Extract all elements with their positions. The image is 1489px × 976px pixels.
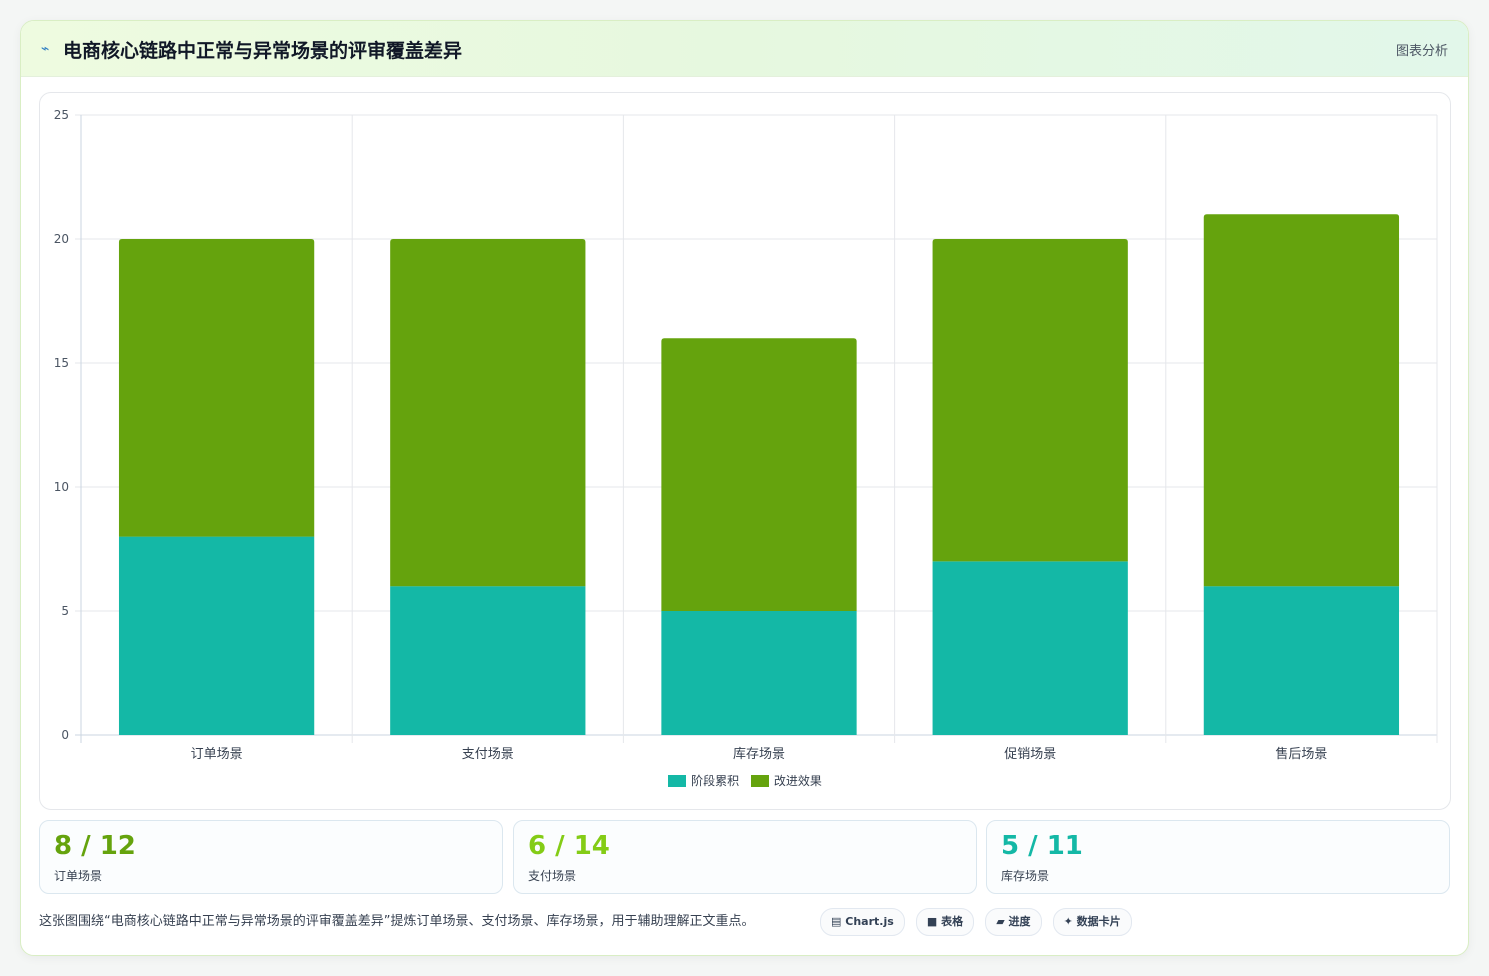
legend-swatch xyxy=(750,775,769,787)
stat-label: 支付场景 xyxy=(528,869,577,883)
y-tick-label: 0 xyxy=(61,728,69,742)
bar-segment-2 xyxy=(1203,214,1400,587)
y-tick-label: 10 xyxy=(54,480,69,494)
chart-card: ⌁ 电商核心链路中正常与异常场景的评审覆盖差异 图表分析 0 5 10 15 20 25 订… xyxy=(20,20,1469,956)
stat-label: 订单场景 xyxy=(54,869,103,883)
chip-chartjs[interactable]: ▤ Chart.js xyxy=(820,908,905,936)
chip-label: 数据卡片 xyxy=(1076,915,1121,928)
page-title: 电商核心链路中正常与异常场景的评审覆盖差异 xyxy=(63,40,463,62)
x-tick-label: 订单场景 xyxy=(191,747,243,762)
bar-segment-2 xyxy=(661,338,857,611)
y-tick-label: 25 xyxy=(54,108,69,122)
bar-segment-1 xyxy=(661,611,857,735)
bar-segment-2 xyxy=(932,239,1128,562)
x-tick-label: 售后场景 xyxy=(1275,746,1327,762)
legend-label: 改进效果 xyxy=(773,774,822,788)
chip-data-cards[interactable]: ✦ 数据卡片 xyxy=(1052,908,1132,936)
chart-caption: 这张图围绕“电商核心链路中正常与异常场景的评审覆盖差异”提炼订单场景、支付场景、… xyxy=(39,914,755,929)
chip-label: Chart.js xyxy=(845,915,894,928)
y-tick-label: 20 xyxy=(54,232,69,246)
progress-icon: ▰ xyxy=(996,915,1005,928)
stacked-bar-chart: 0 5 10 15 20 25 订单场景 支付场景 库存场景 促销场景 售后场景 xyxy=(54,108,1438,762)
stat-label: 库存场景 xyxy=(1001,869,1050,883)
x-tick-label: 库存场景 xyxy=(733,746,785,762)
chip-label: 表格 xyxy=(941,915,964,928)
bar-segment-1 xyxy=(118,536,315,735)
stat-cards: 8 / 12 订单场景 6 / 14 支付场景 5 / 11 库存场景 xyxy=(39,820,1451,894)
legend-swatch xyxy=(668,775,687,787)
x-tick-label: 促销场景 xyxy=(1004,747,1056,762)
bar-segment-2 xyxy=(118,239,315,537)
y-tick-label: 5 xyxy=(61,604,69,618)
chip-table[interactable]: ■ 表格 xyxy=(915,908,975,936)
bar-segment-1 xyxy=(1203,586,1400,735)
stat-card-order: 8 / 12 订单场景 xyxy=(39,820,503,894)
tech-chips: ▤ Chart.js ■ 表格 ▰ 进度 ✦ 数据卡片 xyxy=(820,908,1138,936)
bar-segment-2 xyxy=(390,239,586,587)
chart-icon: ▤ xyxy=(831,915,842,928)
x-tick-label: 支付场景 xyxy=(462,747,514,762)
header-tag: 图表分析 xyxy=(1395,44,1448,59)
stat-card-inventory: 5 / 11 库存场景 xyxy=(986,820,1450,894)
chart-line-icon: ⌁ xyxy=(41,41,50,57)
chip-label: 进度 xyxy=(1008,915,1031,928)
bar-segment-1 xyxy=(390,586,586,735)
stat-value: 8 / 12 xyxy=(54,831,136,861)
legend-label: 阶段累积 xyxy=(691,774,740,788)
sparkle-icon: ✦ xyxy=(1063,915,1073,928)
y-tick-label: 15 xyxy=(54,356,69,370)
chart-legend: 阶段累积 改进效果 xyxy=(40,772,1450,789)
stat-value: 5 / 11 xyxy=(1001,831,1083,861)
legend-item-series-1[interactable]: 阶段累积 xyxy=(668,772,739,789)
chip-progress[interactable]: ▰ 进度 xyxy=(985,908,1042,936)
bar-segment-1 xyxy=(932,561,1128,735)
table-icon: ■ xyxy=(926,915,938,928)
legend-item-series-2[interactable]: 改进效果 xyxy=(750,772,822,789)
stat-card-payment: 6 / 14 支付场景 xyxy=(513,820,977,894)
chart-container: 0 5 10 15 20 25 订单场景 支付场景 库存场景 促销场景 售后场景 阶段累积 改进效果 xyxy=(39,92,1451,810)
stat-value: 6 / 14 xyxy=(528,831,610,861)
card-header: ⌁ 电商核心链路中正常与异常场景的评审覆盖差异 图表分析 xyxy=(21,21,1468,77)
